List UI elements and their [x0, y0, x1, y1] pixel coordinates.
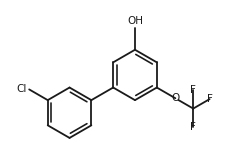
Text: OH: OH [127, 16, 143, 26]
Text: O: O [171, 93, 179, 103]
Text: Cl: Cl [16, 84, 27, 94]
Text: F: F [190, 85, 196, 95]
Text: F: F [190, 122, 196, 132]
Text: F: F [207, 94, 213, 104]
